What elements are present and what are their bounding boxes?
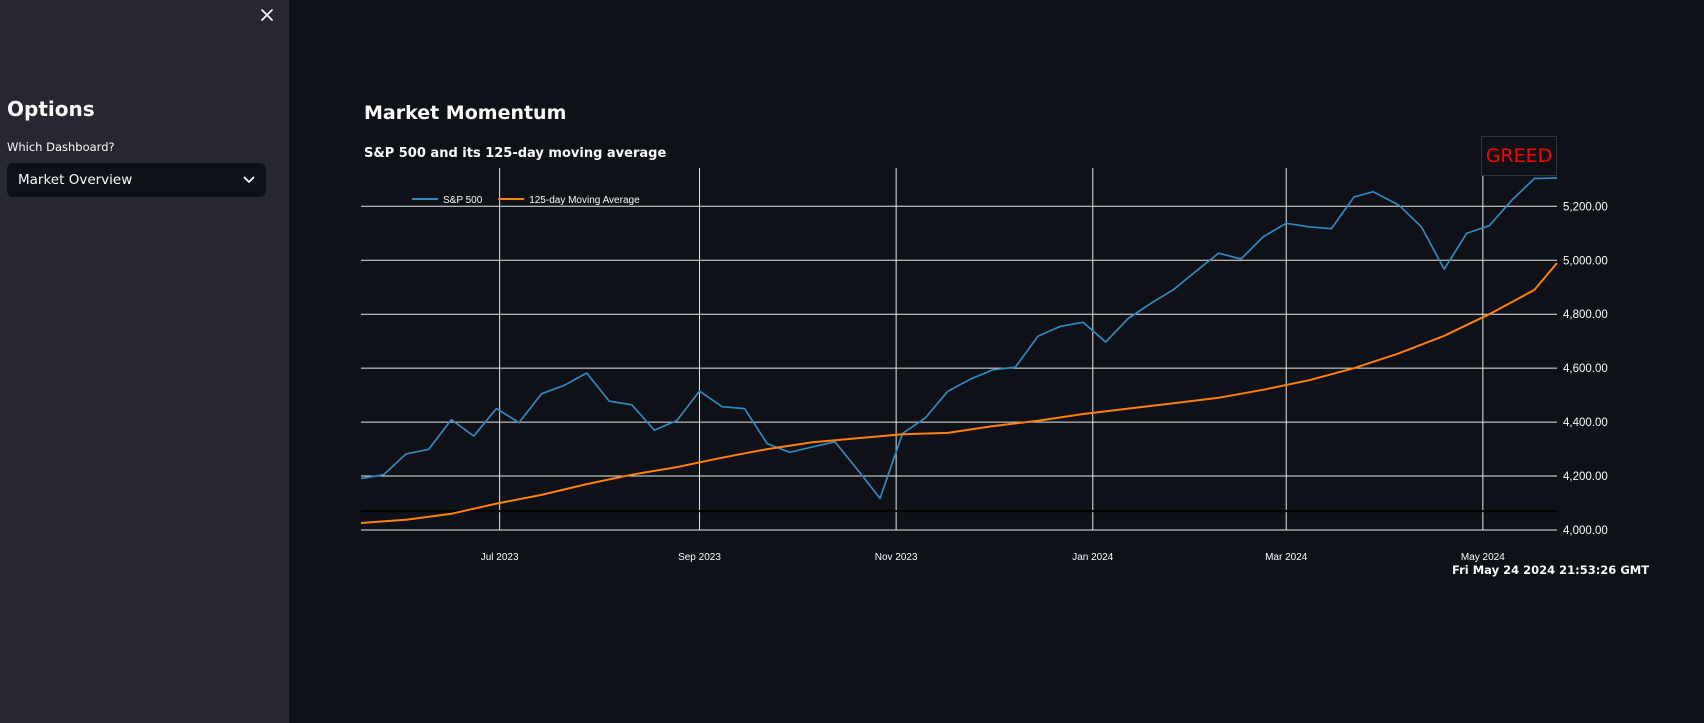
x-tick-label: Mar 2024: [1265, 552, 1308, 563]
y-tick-label: 5,200.00: [1563, 201, 1608, 213]
page-title: Market Momentum: [364, 102, 567, 124]
y-tick-label: 4,400.00: [1563, 417, 1608, 429]
x-tick-label: Nov 2023: [875, 552, 918, 563]
sidebar-title: Options: [7, 97, 95, 121]
chart-legend: S&P 500 125-day Moving Average: [412, 195, 640, 206]
dashboard-select[interactable]: Market Overview: [7, 163, 266, 197]
dashboard-select-label: Which Dashboard?: [7, 140, 115, 154]
x-tick-label: Jul 2023: [481, 552, 519, 563]
sidebar: Options Which Dashboard? Market Overview: [0, 0, 289, 723]
sp500-series-line: [360, 177, 1558, 500]
x-tick-label: Sep 2023: [678, 552, 721, 563]
x-tick-label: Jan 2024: [1072, 552, 1114, 563]
close-sidebar-button[interactable]: [256, 4, 278, 26]
dashboard-select-value: Market Overview: [18, 172, 133, 188]
y-tick-label: 4,200.00: [1563, 471, 1608, 483]
chevron-down-icon: [243, 176, 255, 183]
y-tick-label: 4,000.00: [1563, 525, 1608, 537]
y-tick-label: 4,600.00: [1563, 363, 1608, 375]
moving-average-series-line: [360, 262, 1558, 524]
close-icon: [261, 9, 273, 21]
sentiment-badge: GREED: [1481, 136, 1557, 176]
y-tick-label: 4,800.00: [1563, 309, 1608, 321]
chart-title: S&P 500 and its 125-day moving average: [364, 146, 667, 161]
legend-label: S&P 500: [443, 195, 483, 206]
timestamp: Fri May 24 2024 21:53:26 GMT: [1452, 563, 1650, 577]
y-tick-label: 5,000.00: [1563, 255, 1608, 267]
legend-label: 125-day Moving Average: [529, 195, 640, 206]
x-tick-label: May 2024: [1461, 552, 1505, 563]
